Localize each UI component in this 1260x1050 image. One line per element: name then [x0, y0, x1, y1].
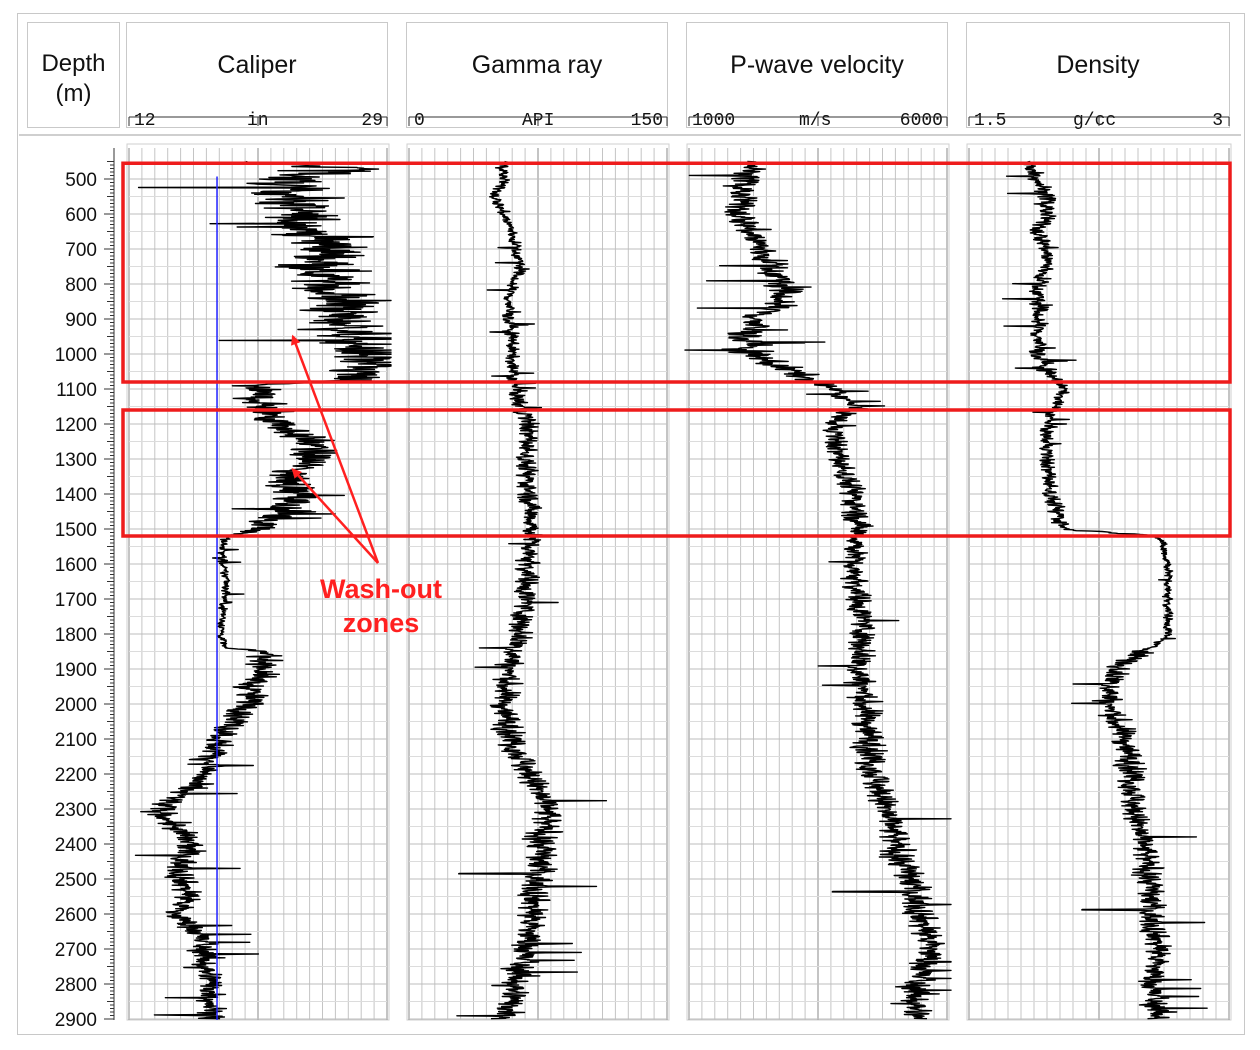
washout-box-2: [121, 408, 1232, 538]
pwave-header: P-wave velocity 1000 m/s 6000: [686, 22, 948, 131]
depth-label-1500: 1500: [55, 520, 97, 541]
density-title: Density: [1056, 51, 1140, 79]
depth-label-1800: 1800: [55, 625, 97, 646]
depth-label-800: 800: [65, 275, 97, 296]
depth-title-line2: (m): [55, 80, 92, 107]
gamma-header: Gamma ray 0 API 150: [406, 22, 668, 131]
curve-density: [1001, 160, 1208, 1020]
depth-header: Depth (m): [27, 22, 120, 128]
header-separator: [19, 134, 1241, 136]
gamma-scale-min: 0: [414, 111, 425, 131]
depth-label-2600: 2600: [55, 905, 97, 926]
curve-caliper: [134, 160, 392, 1020]
depth-label-2000: 2000: [55, 695, 97, 716]
caliper-scale-min: 12: [134, 111, 156, 131]
depth-axis: [104, 148, 115, 1020]
depth-label-2200: 2200: [55, 765, 97, 786]
annotation-line2: zones: [342, 608, 420, 638]
scale-bar-gamma-ray: [408, 116, 668, 126]
grid-density: [966, 143, 1232, 1021]
depth-label-2400: 2400: [55, 835, 97, 856]
depth-label-1900: 1900: [55, 660, 97, 681]
density-scale-max: 3: [1212, 111, 1223, 131]
annotation-arrow-2: [291, 468, 379, 564]
depth-label-1000: 1000: [55, 345, 97, 366]
annotation-arrow-1: [291, 334, 380, 564]
gamma-scale-max: 150: [630, 111, 663, 131]
curve-gamma-ray: [456, 160, 608, 1020]
density-scale-unit: g/cc: [1073, 111, 1117, 131]
gamma-title: Gamma ray: [471, 51, 603, 79]
scale-bar-density: [968, 116, 1230, 126]
depth-axis-title: Depth (m): [28, 49, 119, 109]
pwave-scale-max: 6000: [899, 111, 943, 131]
depth-label-2900: 2900: [55, 1010, 97, 1031]
density-header: Density 1.5 g/cc 3: [966, 22, 1230, 131]
depth-label-2300: 2300: [55, 800, 97, 821]
depth-label-2500: 2500: [55, 870, 97, 891]
depth-label-1300: 1300: [55, 450, 97, 471]
scale-bar-p-wave-velocity: [688, 116, 948, 126]
scale-bar-caliper: [128, 116, 388, 126]
depth-label-1100: 1100: [56, 380, 97, 401]
density-scale-min: 1.5: [974, 111, 1007, 131]
pwave-scale-unit: m/s: [799, 111, 832, 131]
caliper-title: Caliper: [217, 51, 297, 79]
depth-label-700: 700: [65, 240, 97, 261]
pwave-title: P-wave velocity: [730, 51, 904, 79]
depth-label-1400: 1400: [55, 485, 97, 506]
caliper-header: Caliper 12 in 29: [126, 22, 388, 131]
depth-label-1200: 1200: [55, 415, 97, 436]
pwave-scale-min: 1000: [692, 111, 736, 131]
washout-annotation: Wash-out zones: [296, 572, 466, 640]
depth-label-900: 900: [65, 310, 97, 331]
curve-p-wave-velocity: [684, 160, 952, 1020]
depth-label-1700: 1700: [55, 590, 97, 611]
annotation-line1: Wash-out: [320, 574, 442, 604]
caliper-scale-max: 29: [361, 111, 383, 131]
depth-label-2700: 2700: [55, 940, 97, 961]
depth-label-2800: 2800: [55, 975, 97, 996]
depth-label-500: 500: [65, 170, 97, 191]
grid-p-wave-velocity: [686, 143, 950, 1021]
depth-label-1600: 1600: [55, 555, 97, 576]
depth-label-2100: 2100: [55, 730, 97, 751]
depth-label-600: 600: [65, 205, 97, 226]
washout-box-1: [121, 161, 1232, 384]
depth-title-line1: Depth: [41, 50, 106, 77]
